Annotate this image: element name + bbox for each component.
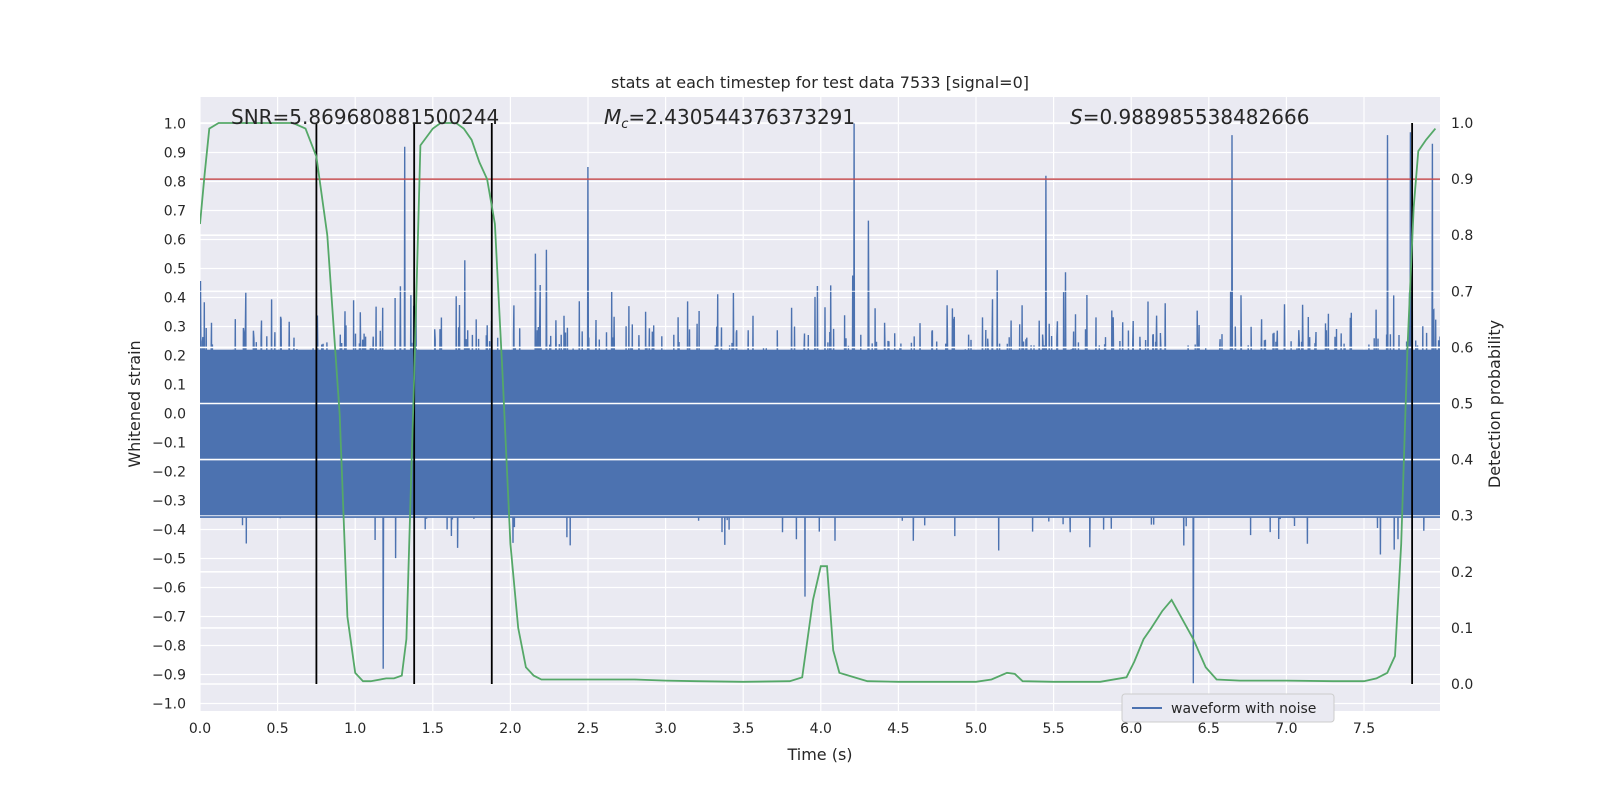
y-axis-label: Whitened strain bbox=[125, 340, 144, 467]
y-tick-label: 0.3 bbox=[164, 320, 186, 336]
snr-annotation: SNR=5.869680881500244 bbox=[231, 105, 499, 129]
y2-tick-label: 0.0 bbox=[1451, 677, 1473, 693]
probability-line bbox=[200, 122, 1437, 683]
y-axis-ticks: 1.0 0.9 0.8 0.7 0.6 0.5 0.4 0.3 0.2 0.1 0.0 −0.1 −0.… bbox=[152, 117, 186, 713]
y2-tick-label: 0.2 bbox=[1451, 565, 1473, 581]
waveform-series bbox=[200, 123, 1440, 684]
chirp-mass-value: =2.430544376373291 bbox=[628, 105, 855, 129]
y2-tick-label: 1.0 bbox=[1451, 116, 1473, 132]
x-tick-label: 4.0 bbox=[810, 721, 832, 737]
y-tick-label: 0.9 bbox=[164, 146, 186, 162]
y-tick-label: −1.0 bbox=[152, 697, 186, 713]
y2-tick-label: 0.9 bbox=[1451, 172, 1473, 188]
y2-tick-label: 0.8 bbox=[1451, 228, 1473, 244]
x-tick-label: 5.5 bbox=[1042, 721, 1064, 737]
x-tick-label: 2.0 bbox=[499, 721, 521, 737]
chirp-mass-subscript: c bbox=[621, 117, 628, 132]
y2-tick-label: 0.7 bbox=[1451, 284, 1473, 300]
y-tick-label: −0.2 bbox=[152, 465, 186, 481]
y-tick-label: 0.4 bbox=[164, 291, 186, 307]
y-tick-label: −0.1 bbox=[152, 436, 186, 452]
y2-tick-label: 0.1 bbox=[1451, 621, 1473, 637]
s-value: =0.988985538482666 bbox=[1083, 105, 1310, 129]
x-tick-label: 4.5 bbox=[887, 721, 909, 737]
y2-tick-label: 0.6 bbox=[1451, 340, 1473, 356]
s-symbol: S bbox=[1070, 105, 1083, 129]
x-tick-label: 3.0 bbox=[654, 721, 676, 737]
y-tick-label: 0.7 bbox=[164, 204, 186, 220]
x-tick-label: 0.0 bbox=[189, 721, 211, 737]
y-tick-label: −0.5 bbox=[152, 552, 186, 568]
legend-box bbox=[1121, 693, 1335, 723]
chirp-mass-symbol: M bbox=[604, 105, 621, 129]
y-tick-label: −0.9 bbox=[152, 668, 186, 684]
waveform-dense-band bbox=[200, 349, 1440, 518]
x-tick-label: 7.5 bbox=[1353, 721, 1375, 737]
x-axis-ticks: 0.0 0.5 1.0 1.5 2.0 2.5 3.0 3.5 4.0 4.5 5.0 5.5 6.0 6… bbox=[189, 721, 1375, 737]
y-tick-label: −0.4 bbox=[152, 523, 186, 539]
x-tick-label: 3.5 bbox=[732, 721, 754, 737]
y-tick-label: 0.5 bbox=[164, 262, 186, 278]
y-tick-label: 0.6 bbox=[164, 233, 186, 249]
x-tick-label: 2.5 bbox=[577, 721, 599, 737]
x-tick-label: 0.5 bbox=[266, 721, 288, 737]
y-tick-label: 0.2 bbox=[164, 349, 186, 365]
legend: waveform with noise bbox=[1121, 693, 1335, 723]
x-tick-label: 1.5 bbox=[422, 721, 444, 737]
y-tick-label: −0.8 bbox=[152, 639, 186, 655]
chirp-mass-annotation: Mc=2.430544376373291 bbox=[604, 105, 855, 132]
y-tick-label: 0.8 bbox=[164, 175, 186, 191]
y2-axis-ticks: 1.0 0.9 0.8 0.7 0.6 0.5 0.4 0.3 0.2 0.1 0.0 bbox=[1451, 116, 1473, 693]
y-tick-label: 1.0 bbox=[164, 117, 186, 133]
legend-entry-waveform: waveform with noise bbox=[1171, 701, 1316, 717]
y-tick-label: −0.7 bbox=[152, 610, 186, 626]
y2-tick-label: 0.5 bbox=[1451, 397, 1473, 413]
probability-series bbox=[200, 122, 1437, 683]
x-tick-label: 1.0 bbox=[344, 721, 366, 737]
y-tick-label: −0.3 bbox=[152, 494, 186, 510]
x-axis-label: Time (s) bbox=[786, 745, 852, 764]
y-tick-label: −0.6 bbox=[152, 581, 186, 597]
y-tick-label: 0.1 bbox=[164, 378, 186, 394]
y2-axis-label: Detection probability bbox=[1485, 320, 1504, 488]
x-tick-label: 5.0 bbox=[965, 721, 987, 737]
x-tick-label: 7.0 bbox=[1275, 721, 1297, 737]
y-tick-label: 0.0 bbox=[164, 407, 186, 423]
y2-tick-label: 0.3 bbox=[1451, 509, 1473, 525]
vertical-markers bbox=[315, 123, 1414, 684]
x-tick-label: 6.0 bbox=[1120, 721, 1142, 737]
s-annotation: S=0.988985538482666 bbox=[1070, 105, 1309, 129]
y2-tick-label: 0.4 bbox=[1451, 453, 1473, 469]
chart-title: stats at each timestep for test data 753… bbox=[611, 73, 1029, 92]
x-tick-label: 6.5 bbox=[1198, 721, 1220, 737]
